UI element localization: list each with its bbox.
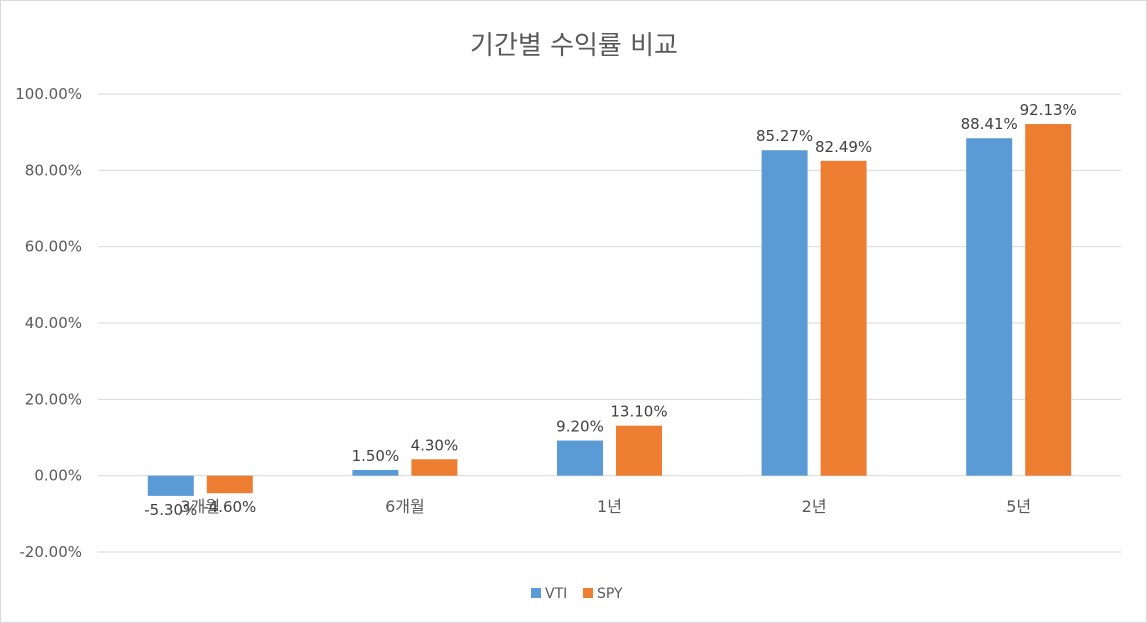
bar-spy <box>206 475 253 494</box>
bar-spy <box>820 160 867 476</box>
x-axis-categories: 3개월 6개월 1년 2년 5년 <box>180 497 1031 516</box>
y-axis-ticks: 100.00% 80.00% 60.00% 40.00% 20.00% 0.00% -20.… <box>15 85 82 561</box>
bar-vti <box>966 138 1013 476</box>
y-tick-label: 60.00% <box>25 238 82 256</box>
data-label: 13.10% <box>610 403 667 421</box>
data-label: 82.49% <box>815 138 872 156</box>
y-tick-label: -20.00% <box>19 543 82 561</box>
data-label: 4.30% <box>411 436 459 454</box>
legend-swatch-vti <box>531 588 541 598</box>
bar-vti <box>352 469 399 476</box>
data-labels: -5.30% -4.60%1.50%4.30%9.20%13.10%85.27%8… <box>144 101 1077 519</box>
legend-label-spy: SPY <box>597 586 623 602</box>
y-tick-label: 40.00% <box>25 314 82 332</box>
data-label: 9.20% <box>556 418 604 436</box>
bar-spy <box>411 459 458 476</box>
legend: VTI SPY <box>531 586 623 602</box>
x-category-label: 1년 <box>597 497 622 516</box>
bar-vti <box>761 150 808 476</box>
bars <box>147 124 1072 496</box>
legend-label-vti: VTI <box>545 586 567 602</box>
gridlines <box>98 93 1121 553</box>
x-category-label: 5년 <box>1006 497 1031 516</box>
x-category-label: 3개월 <box>180 497 220 516</box>
bar-spy <box>1025 124 1072 476</box>
y-tick-label: 80.00% <box>25 161 82 179</box>
data-label: 88.41% <box>961 115 1018 133</box>
chart-title: 기간별 수익률 비교 <box>470 31 678 61</box>
bar-spy <box>616 425 662 476</box>
y-tick-label: 20.00% <box>25 390 82 408</box>
legend-swatch-spy <box>583 588 593 598</box>
data-label: 1.50% <box>352 447 400 465</box>
x-category-label: 2년 <box>802 497 827 516</box>
data-label: -5.30% <box>144 501 197 519</box>
data-label: -4.60% <box>203 498 256 516</box>
data-label: 92.13% <box>1020 101 1077 119</box>
y-tick-label: 0.00% <box>34 467 82 485</box>
bar-vti <box>147 475 194 496</box>
data-label: 85.27% <box>756 127 813 145</box>
bar-vti <box>557 440 603 476</box>
y-tick-label: 100.00% <box>15 85 82 103</box>
x-category-label: 6개월 <box>385 497 425 516</box>
